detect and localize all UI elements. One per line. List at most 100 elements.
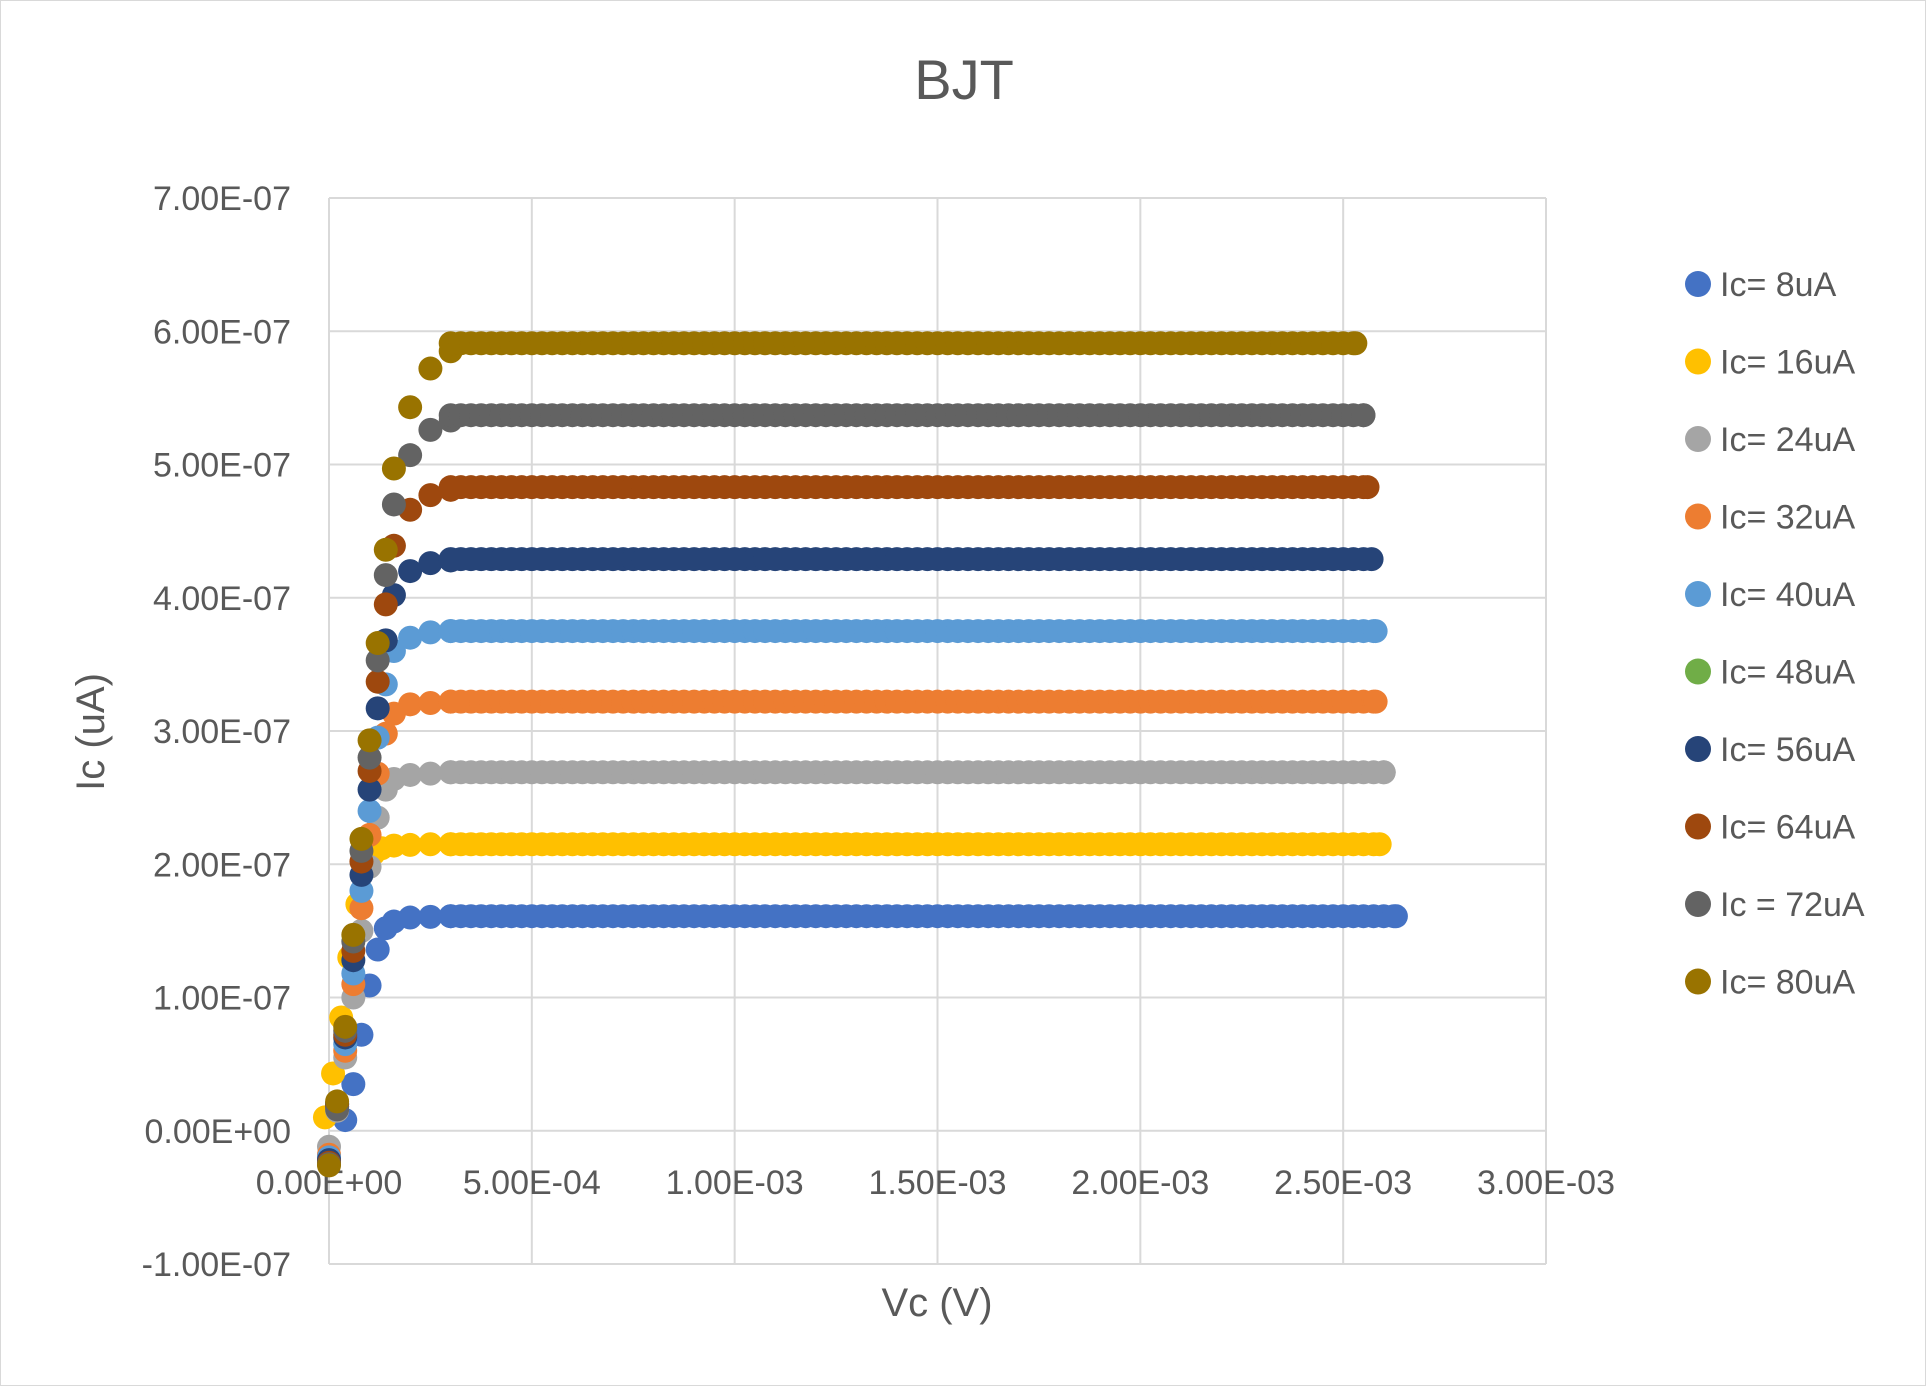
data-point <box>418 904 443 929</box>
series-8 <box>317 403 1376 1177</box>
series-4 <box>317 619 1388 1170</box>
legend-label: Ic= 56uA <box>1720 731 1855 769</box>
y-tick-label: 3.00E-07 <box>153 713 291 751</box>
data-point <box>333 1014 358 1039</box>
chart-title: BJT <box>914 48 1014 111</box>
data-point <box>398 762 423 787</box>
legend: Ic= 8uA Ic= 16uA Ic= 24uA Ic= 32uA Ic= 40uA I… <box>1685 266 1865 1002</box>
data-point <box>357 745 382 770</box>
data-point <box>1371 760 1396 785</box>
legend-label: Ic= 80uA <box>1720 964 1855 1002</box>
data-point <box>341 922 366 947</box>
data-point <box>398 395 423 420</box>
data-point <box>357 728 382 753</box>
x-tick-label: 3.00E-03 <box>1477 1164 1615 1202</box>
y-tick-label: 5.00E-07 <box>153 447 291 485</box>
series-0 <box>317 904 1408 1170</box>
data-point <box>418 761 443 786</box>
legend-marker <box>1685 581 1711 607</box>
data-point <box>1359 547 1384 572</box>
data-point <box>398 559 423 584</box>
y-tick-label: 4.00E-07 <box>153 580 291 618</box>
y-tick-labels: -1.00E-07 0.00E+00 1.00E-07 2.00E-07 3.00E-0… <box>142 180 291 1284</box>
data-point <box>365 937 390 962</box>
legend-marker <box>1685 503 1711 530</box>
x-axis-label: Vc (V) <box>881 1281 992 1325</box>
y-tick-label: -1.00E-07 <box>142 1246 291 1284</box>
data-point <box>398 692 423 717</box>
legend-label: Ic= 32uA <box>1720 499 1855 537</box>
data-point <box>418 620 443 645</box>
data-point <box>373 592 398 617</box>
data-point <box>418 483 443 508</box>
data-point <box>341 1072 366 1097</box>
x-tick-label: 5.00E-04 <box>463 1164 601 1202</box>
data-points <box>312 331 1408 1178</box>
legend-label: Ic= 16uA <box>1720 344 1855 382</box>
data-point <box>365 669 390 694</box>
y-tick-label: 1.00E-07 <box>153 980 291 1018</box>
data-point <box>357 798 382 823</box>
data-point <box>1355 475 1380 500</box>
data-point <box>381 456 406 481</box>
data-point <box>1383 904 1408 929</box>
legend-marker <box>1685 348 1711 375</box>
legend-label: Ic = 72uA <box>1720 886 1865 924</box>
data-point <box>398 443 423 468</box>
grid <box>328 197 1547 1265</box>
y-axis-label: Ic (uA) <box>69 673 113 791</box>
data-point <box>317 1153 341 1178</box>
y-tick-label: 7.00E-07 <box>153 180 291 218</box>
data-point <box>418 417 443 442</box>
data-point <box>398 832 423 857</box>
series-9 <box>317 331 1368 1178</box>
legend-label: Ic= 8uA <box>1720 266 1837 304</box>
x-tick-label: 1.50E-03 <box>869 1164 1007 1202</box>
data-point <box>365 696 390 721</box>
data-point <box>373 537 398 562</box>
legend-marker <box>1685 658 1711 685</box>
data-point <box>1363 619 1388 644</box>
data-point <box>1343 331 1368 356</box>
x-tick-label: 2.50E-03 <box>1274 1164 1412 1202</box>
x-tick-label: 1.00E-03 <box>666 1164 804 1202</box>
legend-label: Ic= 48uA <box>1720 654 1855 692</box>
series-2 <box>317 760 1396 1159</box>
data-point <box>357 777 382 802</box>
y-tick-label: 6.00E-07 <box>153 313 291 351</box>
data-point <box>1363 689 1388 714</box>
data-point <box>365 631 390 656</box>
data-point <box>398 625 423 650</box>
data-point <box>1351 403 1376 428</box>
data-point <box>418 551 443 576</box>
series-1 <box>312 832 1392 1130</box>
data-point <box>365 648 390 673</box>
series-6 <box>317 547 1384 1173</box>
legend-label: Ic= 40uA <box>1720 576 1855 614</box>
y-tick-label: 0.00E+00 <box>144 1113 291 1151</box>
legend-marker <box>1685 891 1711 917</box>
x-tick-labels: 0.00E+00 5.00E-04 1.00E-03 1.50E-03 2.00E-03… <box>256 1164 1615 1202</box>
x-tick-label: 2.00E-03 <box>1071 1164 1209 1202</box>
data-point <box>381 492 406 517</box>
data-point <box>349 896 374 921</box>
data-point <box>373 563 398 588</box>
legend-label: Ic= 24uA <box>1720 421 1855 459</box>
legend-marker <box>1685 736 1711 762</box>
legend-marker <box>1685 968 1711 995</box>
series-7 <box>317 475 1380 1175</box>
data-point <box>418 691 443 716</box>
legend-marker <box>1685 271 1711 297</box>
legend-marker <box>1685 813 1711 840</box>
legend-label: Ic= 64uA <box>1720 809 1855 847</box>
data-point <box>398 905 423 930</box>
data-point <box>325 1089 350 1114</box>
data-point <box>418 832 443 857</box>
y-tick-label: 2.00E-07 <box>153 846 291 884</box>
data-point <box>349 826 374 851</box>
data-point <box>1367 832 1392 857</box>
data-point <box>418 356 443 381</box>
legend-marker <box>1685 426 1711 452</box>
